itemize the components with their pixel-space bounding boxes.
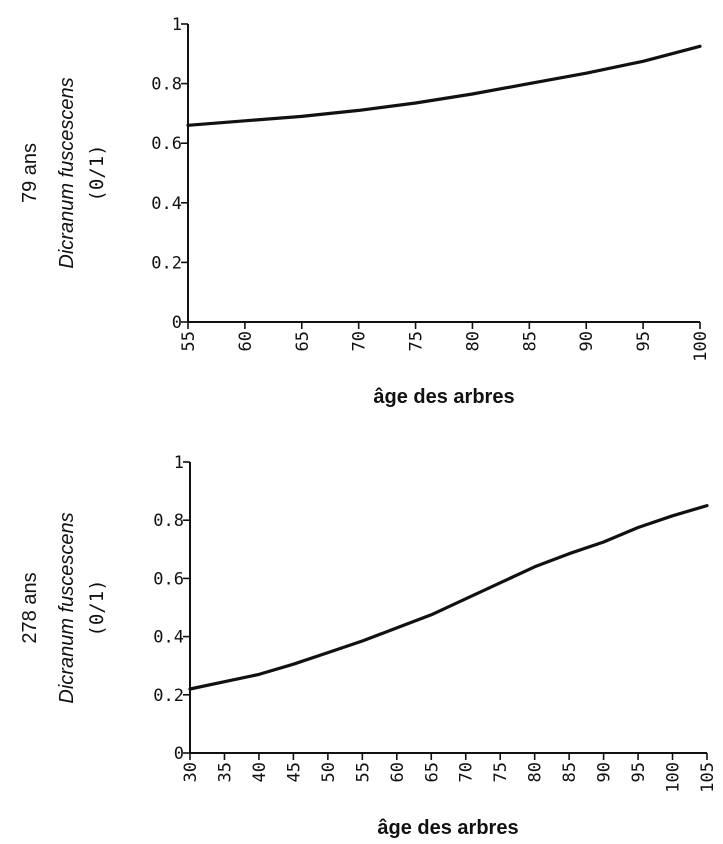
x-tick-label: 80 [463,331,483,351]
tick-label-group: 0 0.2 0.4 0.6 0.8 1 55 60 65 70 75 80 85 90 95 100 [151,15,711,362]
y-tick-label: 0.6 [153,569,184,589]
y-label-line-3: (0/1) [86,579,108,636]
y-tick-label: 0.2 [151,253,182,273]
series-line [186,44,702,127]
x-axis-label: âge des arbres [377,817,518,839]
x-tick-label: 95 [629,762,649,782]
y-label-line-2: Dicranum fuscescens [56,512,78,703]
x-tick-label: 70 [350,331,370,351]
y-tick-label: 0 [174,744,184,764]
x-tick-label: 30 [181,762,201,782]
y-label-line-1: 79 ans [19,143,41,203]
y-tick-label: 0.2 [153,686,184,706]
y-axis-label: 79 ans Dicranum fuscescens (0/1) [19,77,108,268]
x-tick-label: 85 [560,762,580,782]
y-tick-label: 0.4 [151,194,182,214]
x-tick-label: 65 [422,762,442,782]
x-tick-label: 50 [319,762,339,782]
x-tick-label: 75 [491,762,511,782]
y-axis-label: 278 ans Dicranum fuscescens (0/1) [19,512,108,703]
x-tick-label: 90 [595,762,615,782]
x-tick-label: 55 [353,762,373,782]
series-line [188,504,709,691]
x-tick-label: 105 [698,762,718,793]
y-label-line-3: (0/1) [86,144,108,201]
x-tick-label: 100 [664,762,684,793]
x-tick-label: 95 [634,331,654,351]
chart-bottom: 0 0.2 0.4 0.6 0.8 1 30 35 40 45 50 55 60 65 70 75 80 85 90… [19,453,718,839]
y-tick-label: 1 [174,453,184,473]
y-tick-label: 0.4 [153,628,184,648]
x-tick-label: 60 [388,762,408,782]
y-tick-label: 0.8 [153,511,184,531]
tick-group [181,23,701,329]
x-tick-label: 35 [215,762,235,782]
x-tick-label: 70 [457,762,477,782]
x-tick-label: 65 [293,331,313,351]
x-tick-label: 40 [250,762,270,782]
chart-top: 0 0.2 0.4 0.6 0.8 1 55 60 65 70 75 80 85 90 95 100 âge … [19,15,711,408]
y-label-line-2: Dicranum fuscescens [56,77,78,268]
y-tick-label: 0.6 [151,134,182,154]
x-tick-label: 90 [577,331,597,351]
y-tick-label: 0 [172,313,182,333]
x-tick-label: 45 [284,762,304,782]
y-tick-label: 0.8 [151,75,182,95]
y-label-line-1: 278 ans [19,572,41,643]
tick-group [183,461,708,760]
x-tick-label: 100 [691,331,711,362]
y-tick-label: 1 [172,15,182,35]
x-axis-label: âge des arbres [373,386,514,408]
x-tick-label: 75 [407,331,427,351]
x-tick-label: 80 [526,762,546,782]
tick-label-group: 0 0.2 0.4 0.6 0.8 1 30 35 40 45 50 55 60 65 70 75 80 85 90… [153,453,718,793]
x-tick-label: 55 [179,331,199,351]
x-tick-label: 60 [236,331,256,351]
x-tick-label: 85 [520,331,540,351]
